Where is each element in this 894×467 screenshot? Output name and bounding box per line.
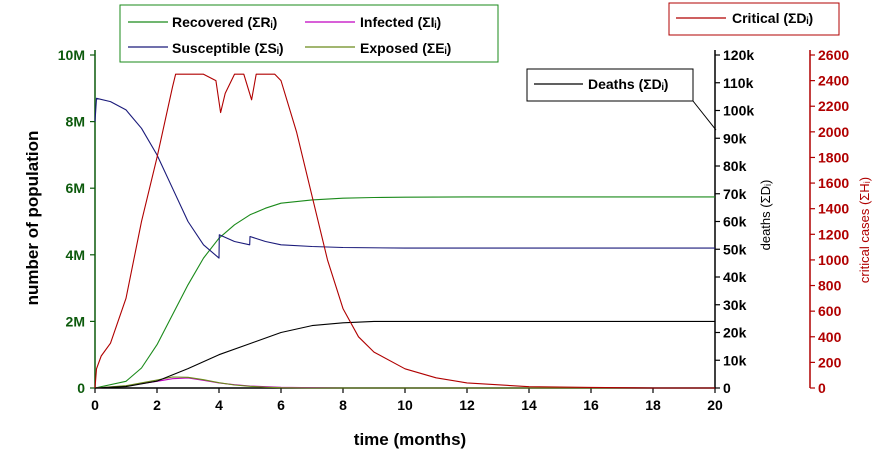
series-line-deaths: [94, 320, 715, 389]
legend-entry-infected: Infected (ΣIᵢ): [305, 14, 441, 30]
critical-axis-tick-label: 800: [818, 278, 842, 294]
critical-axis-tick-label: 1600: [818, 175, 849, 191]
legend-main: Recovered (ΣRᵢ) Infected (ΣIᵢ) Susceptib…: [119, 4, 499, 63]
series-line-infected: [94, 377, 715, 389]
x-tick-label: 10: [397, 397, 413, 413]
deaths-axis-tick-label: 120k: [723, 47, 754, 63]
critical-axis-tick-label: 1400: [818, 201, 849, 217]
critical-axis-tick-label: 600: [818, 303, 842, 319]
deaths-axis-tick-label: 90k: [723, 130, 747, 146]
critical-axis-tick-label: 2400: [818, 73, 849, 89]
x-tick-label: 20: [707, 397, 723, 413]
x-tick-label: 12: [459, 397, 475, 413]
legend-critical: Critical (ΣDᵢ): [668, 2, 840, 36]
x-tick-label: 6: [277, 397, 285, 413]
x-tick-label: 4: [215, 397, 223, 413]
deaths-axis-tick-label: 100k: [723, 103, 754, 119]
left-axis-title: number of population: [23, 131, 42, 306]
critical-axis-tick-label: 2200: [818, 98, 849, 114]
critical-axis-title: critical cases (ΣHᵢ): [857, 177, 872, 283]
series-layer: [94, 73, 715, 389]
x-tick-label: 8: [339, 397, 347, 413]
legend-entry-exposed: Exposed (ΣEᵢ): [305, 40, 451, 56]
deaths-axis-ticks: 0 10k 20k 30k 40k 50k 60k 70k 80k 90k 100k 110k 120k: [715, 47, 754, 396]
critical-axis-ticks: 0 200 400 600 800 1000 1200 1400 1600 1800 2000 220…: [810, 47, 849, 396]
legend-label-recovered: Recovered (ΣRᵢ): [172, 14, 277, 30]
left-axis-tick-label: 10M: [58, 47, 85, 63]
deaths-axis-tick-label: 10k: [723, 352, 747, 368]
critical-axis-tick-label: 2000: [818, 124, 849, 140]
deaths-axis-tick-label: 60k: [723, 214, 747, 230]
legend-deaths: Deaths (ΣDᵢ): [526, 68, 717, 131]
x-tick-label: 18: [645, 397, 661, 413]
critical-axis-tick-label: 1800: [818, 149, 849, 165]
x-axis-title: time (months): [354, 430, 466, 449]
series-line-susceptible: [94, 97, 715, 259]
critical-axis-tick-label: 1200: [818, 226, 849, 242]
legend-label-exposed: Exposed (ΣEᵢ): [360, 40, 451, 56]
series-line-critical: [94, 73, 715, 389]
deaths-legend-pointer: [692, 100, 717, 131]
deaths-axis-tick-label: 30k: [723, 297, 747, 313]
left-axis-tick-label: 8M: [66, 114, 85, 130]
critical-axis-tick-label: 2600: [818, 47, 849, 63]
critical-axis-tick-label: 200: [818, 354, 842, 370]
left-axis-tick-label: 4M: [66, 247, 85, 263]
left-axis-tick-label: 0: [77, 380, 85, 396]
critical-axis-tick-label: 400: [818, 329, 842, 345]
left-axis-ticks: 0 2M 4M 6M 8M 10M: [58, 47, 95, 396]
x-tick-label: 16: [583, 397, 599, 413]
series-line-recovered: [94, 196, 715, 389]
x-tick-label: 14: [521, 397, 537, 413]
legend-label-deaths: Deaths (ΣDᵢ): [588, 76, 668, 92]
legend-label-susceptible: Susceptible (ΣSᵢ): [172, 40, 284, 56]
series-line-exposed: [94, 376, 715, 389]
legend-label-infected: Infected (ΣIᵢ): [360, 14, 441, 30]
deaths-axis-tick-label: 0: [723, 380, 731, 396]
x-tick-label: 0: [91, 397, 99, 413]
left-axis-tick-label: 6M: [66, 180, 85, 196]
deaths-axis-tick-label: 70k: [723, 186, 747, 202]
left-axis-tick-label: 2M: [66, 313, 85, 329]
deaths-axis-tick-label: 110k: [723, 75, 754, 91]
x-tick-label: 2: [153, 397, 161, 413]
legend-entry-recovered: Recovered (ΣRᵢ): [128, 14, 277, 30]
deaths-axis-tick-label: 50k: [723, 241, 747, 257]
critical-axis-tick-label: 0: [818, 380, 826, 396]
deaths-axis-tick-label: 20k: [723, 325, 747, 341]
legend-entry-susceptible: Susceptible (ΣSᵢ): [128, 40, 284, 56]
deaths-axis-tick-label: 80k: [723, 158, 747, 174]
deaths-axis-tick-label: 40k: [723, 269, 747, 285]
critical-axis-tick-label: 1000: [818, 252, 849, 268]
deaths-axis-title: deaths (ΣDᵢ): [758, 180, 773, 251]
x-axis-ticks: 0 2 4 6 8 10 12 14 16 18 20: [91, 388, 723, 413]
plot-frame: [94, 50, 811, 389]
legend-label-critical: Critical (ΣDᵢ): [732, 10, 813, 26]
